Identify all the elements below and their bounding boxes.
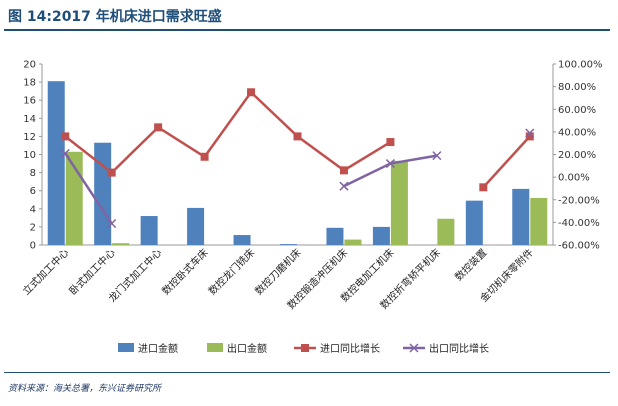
category-label: 数控装置 [452,246,489,283]
export-growth-line [343,154,438,188]
left-axis-ticks: 0 2 4 6 8 10 12 14 16 18 20 [23,60,42,252]
export-growth-point [339,181,349,191]
bar-export [112,243,130,245]
right-axis-ticks: -60.00% -40.00% -20.00% 0.00% 20.00% 40.00% 60… [553,60,603,252]
left-tick-label: 0 [30,241,36,252]
import-growth-line [64,90,392,175]
right-tick-label: 40.00% [558,127,596,138]
legend-label: 出口同比增长 [429,342,489,355]
left-tick-label: 12 [23,132,36,143]
right-tick-label: 20.00% [558,150,596,161]
bar-export [390,160,408,245]
bar-layer [47,81,548,245]
source-note: 资料来源：海关总署，东兴证券研究所 [8,384,162,394]
right-tick-label: 100.00% [558,60,603,71]
category-labels: 立式加工中心卧式加工中心龙门式加工中心数控卧式车床数控龙门铣床数控刀磨机床数控锻… [20,246,536,312]
point-stroke [339,181,349,191]
point-stroke [385,159,395,169]
import-growth-line [482,135,531,189]
point-stroke [432,151,442,161]
right-tick-label: 0.00% [558,173,590,184]
legend-label: 进口金额 [138,342,178,355]
import-growth-point [525,132,534,141]
line-layer [60,88,535,229]
import-growth-point [293,132,302,141]
bar-import [187,207,205,245]
category-label: 数控刀磨机床 [252,246,304,298]
bar-export [437,218,455,245]
left-tick-label: 10 [23,150,36,161]
import-growth-point [479,183,488,192]
right-tick-label: -60.00% [558,241,600,252]
export-growth-line [64,152,113,225]
bar-import [47,81,65,245]
bar-import [372,226,390,245]
category-label: 数控龙门铣床 [206,246,258,298]
left-tick-label: 18 [23,78,36,89]
bar-import [94,142,112,245]
point-stroke [525,128,535,138]
left-tick-label: 8 [30,168,36,179]
bar-export [530,197,548,245]
export-growth-point [525,128,535,138]
bar-import [326,227,344,245]
import-growth-point [154,123,163,132]
import-growth-point [61,132,70,141]
left-tick-label: 16 [23,96,36,107]
import-growth-point [247,88,256,97]
legend-marker [409,343,419,353]
left-tick-label: 20 [23,60,36,71]
import-growth-point [200,152,209,161]
bar-import [280,244,297,245]
chart-title: 图 14:2017 年机床进口需求旺盛 [8,9,222,25]
bar-import [140,216,158,245]
legend-swatch [118,343,134,352]
bar-import [465,200,483,245]
right-tick-label: -40.00% [558,218,600,229]
bar-import [512,188,530,245]
category-label: 立式加工中心 [20,246,72,298]
export-growth-point [385,159,395,169]
import-growth-point [339,166,348,175]
left-tick-label: 6 [30,186,36,197]
category-label: 卧式加工中心 [66,246,118,298]
bar-export [344,239,362,245]
left-tick-label: 14 [23,114,36,125]
bar-import [233,235,251,245]
legend-marker [301,344,309,352]
export-growth-point [60,148,70,158]
source-rule [4,372,610,373]
legend-swatch [207,343,223,352]
right-tick-label: 60.00% [558,105,596,116]
left-tick-label: 4 [30,204,36,215]
right-tick-label: -20.00% [558,195,600,206]
import-growth-point [107,168,116,177]
category-label: 数控卧式车床 [159,246,211,298]
legend-label: 出口金额 [227,342,267,355]
point-stroke [107,218,117,229]
title-rule [4,29,610,31]
legend-label: 进口同比增长 [320,342,380,355]
import-growth-point [386,138,395,147]
point-stroke [60,148,70,158]
export-growth-point [432,151,442,161]
right-tick-label: 80.00% [558,82,596,93]
legend: 进口金额 出口金额 进口同比增长 出口同比增长 [118,342,489,355]
left-tick-label: 2 [30,222,36,233]
export-growth-point [107,218,117,229]
